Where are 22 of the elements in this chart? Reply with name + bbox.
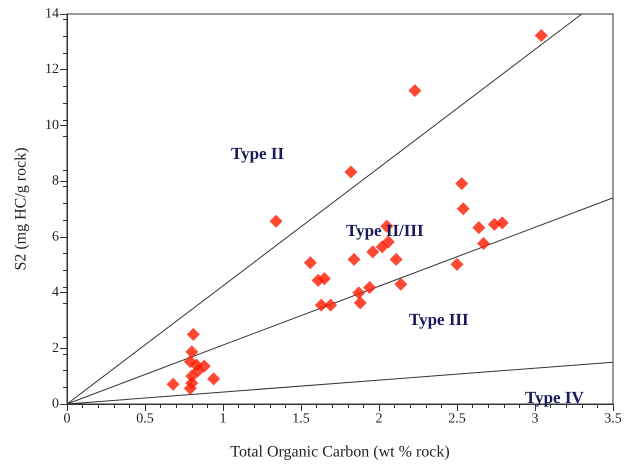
x-axis-title: Total Organic Carbon (wt % rock)	[230, 444, 450, 460]
x-tick-label: 0.5	[136, 412, 154, 426]
x-tick-label: 1	[220, 412, 226, 426]
annotation: Type II	[231, 144, 284, 163]
y-tick-label: 12	[45, 62, 59, 78]
y-tick-label: 4	[52, 285, 59, 300]
y-tick-label: 6	[52, 229, 59, 244]
x-tick-label: 2.5	[448, 412, 466, 426]
y-axis-title: S2 (mg HC/g rock)	[12, 147, 30, 271]
y-tick-label: 2	[52, 340, 59, 356]
y-tick-label: 0	[52, 396, 59, 412]
x-tick-label: 2	[376, 412, 382, 426]
y-tick-label: 10	[45, 118, 59, 133]
annotation: Type IV	[524, 388, 584, 407]
x-tick-label: 3.5	[604, 412, 622, 426]
annotation: Type II/III	[346, 221, 424, 240]
x-tick-label: 3	[532, 412, 538, 426]
y-tick-label: 14	[45, 6, 59, 22]
x-tick-label: 1.5	[292, 412, 310, 426]
annotation: Type III	[408, 310, 470, 329]
y-tick-label: 8	[52, 174, 59, 189]
x-tick-label: 0	[64, 412, 70, 426]
